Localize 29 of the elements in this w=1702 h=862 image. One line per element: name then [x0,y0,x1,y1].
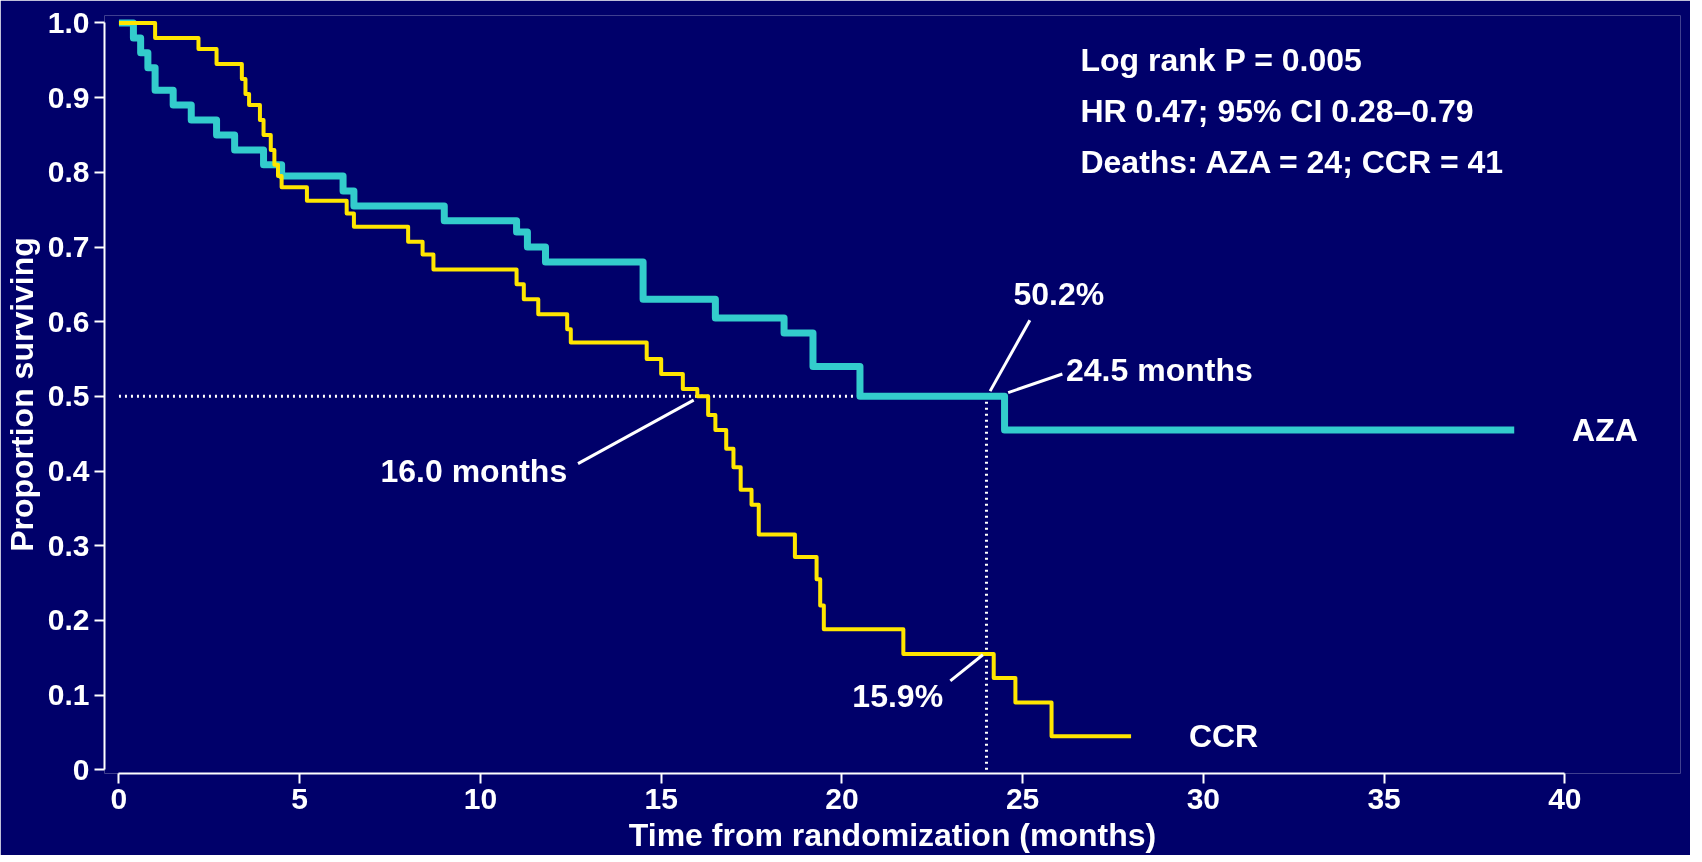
y-tick-label: 0.6 [47,304,90,338]
y-tick-label: 1.0 [47,5,90,39]
x-tick-label: 20 [825,781,859,815]
y-tick-label: 0.9 [47,80,90,114]
y-tick-label: 0.7 [47,230,90,264]
x-tick-label: 40 [1548,781,1582,815]
x-tick-label: 30 [1186,781,1221,815]
annotation: 15.9% [852,677,944,714]
y-tick-label: 0.3 [47,528,90,562]
x-tick-label: 25 [1005,781,1040,815]
x-tick-label: 5 [291,781,309,815]
series-label: AZA [1572,411,1638,448]
x-tick-label: 15 [644,781,678,815]
annotation: Log rank P = 0.005 HR 0.47; 95% CI 0.28–0.79 Deaths: AZA = 24; CCR = 41 [1080,42,1504,180]
y-tick-label: 0.1 [47,678,90,712]
x-tick-label: 0 [110,781,128,815]
annotation: 50.2% [1013,276,1105,313]
y-tick-label: 0.4 [47,454,90,488]
y-tick-label: 0.5 [47,379,90,413]
y-tick-label: 0.2 [47,603,90,637]
x-tick-label: 35 [1367,781,1401,815]
y-tick-label: 0 [72,752,90,786]
series-label: CCR [1188,718,1259,755]
y-tick-label: 0.8 [47,155,90,189]
annotation: 24.5 months [1066,352,1253,389]
annotation: 16.0 months [380,453,568,490]
y-axis-title: Proportion surviving [3,237,40,552]
x-axis-title: Time from randomization (months) [628,816,1157,853]
x-tick-label: 10 [463,781,498,815]
